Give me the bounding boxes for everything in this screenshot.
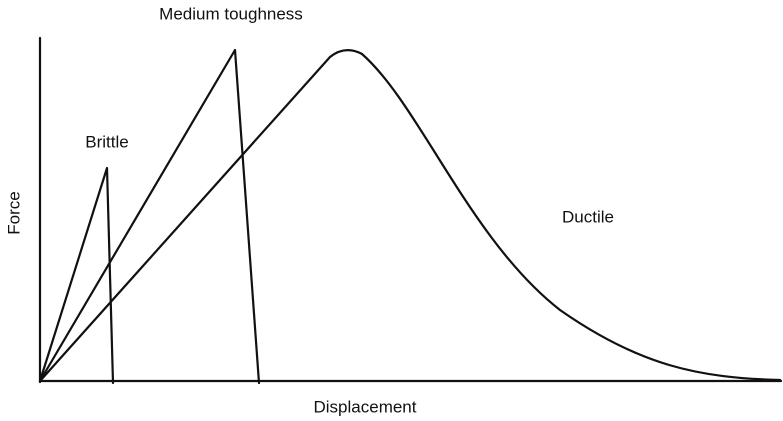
medium-curve <box>38 48 261 385</box>
brittle-curve <box>38 166 115 385</box>
ductile-curve <box>38 49 782 383</box>
y-axis-label: Force <box>4 191 23 234</box>
x-axis-label: Displacement <box>314 397 417 416</box>
brittle-label: Brittle <box>85 132 128 151</box>
ductile-label: Ductile <box>562 207 614 226</box>
medium-label: Medium toughness <box>159 4 303 23</box>
